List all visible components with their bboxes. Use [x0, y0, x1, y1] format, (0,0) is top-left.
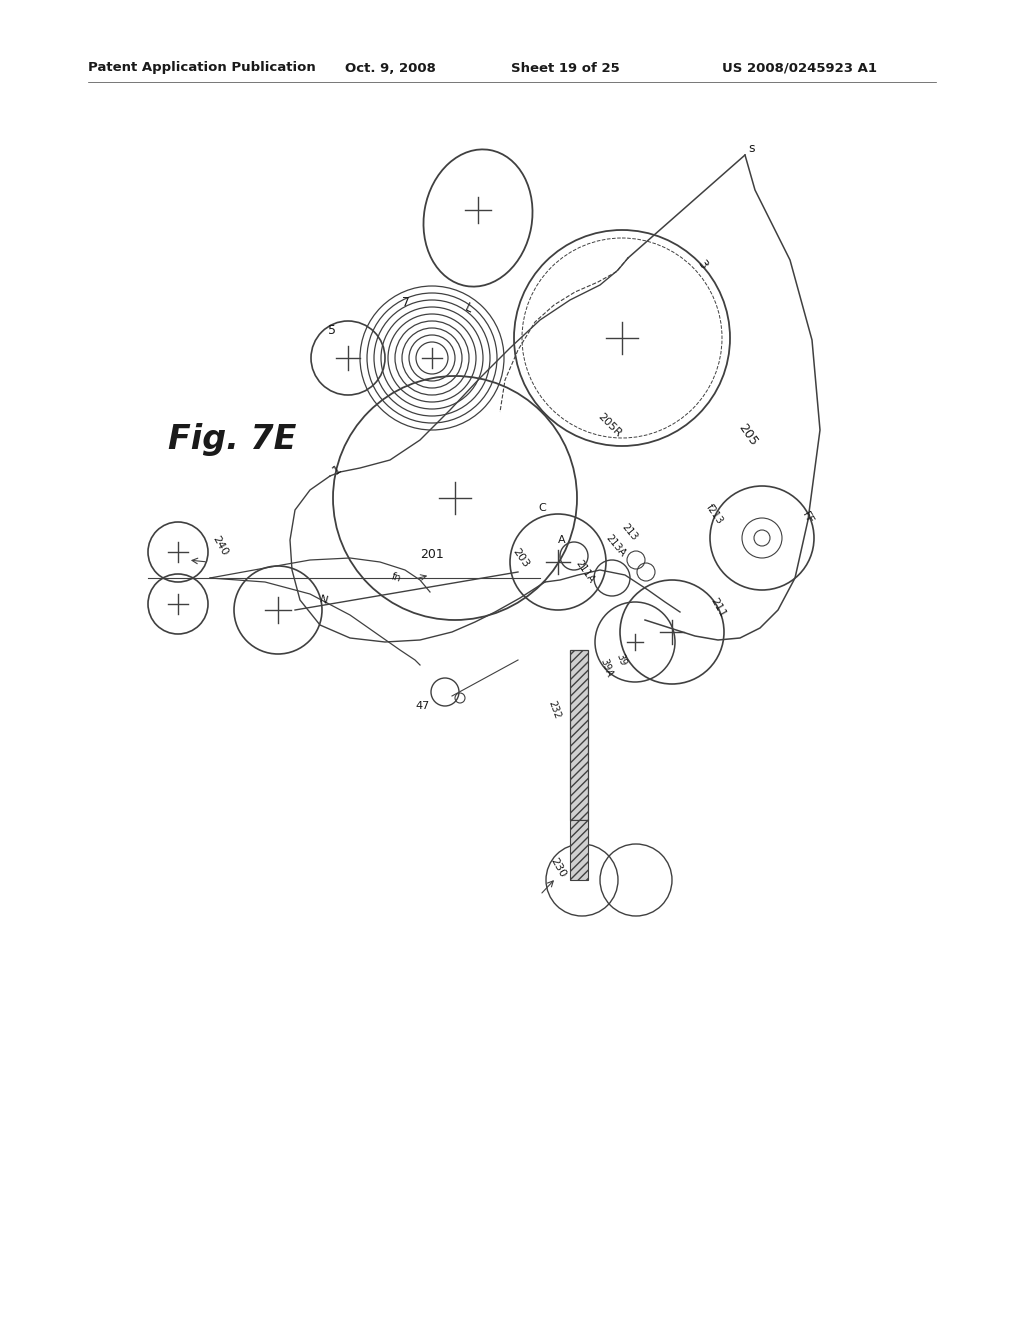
- FancyBboxPatch shape: [570, 820, 588, 880]
- Text: 1: 1: [330, 462, 344, 478]
- Text: 39: 39: [614, 652, 628, 668]
- Text: 201: 201: [420, 549, 443, 561]
- Text: 213A: 213A: [604, 533, 628, 558]
- Text: US 2008/0245923 A1: US 2008/0245923 A1: [723, 62, 878, 74]
- Text: Sheet 19 of 25: Sheet 19 of 25: [511, 62, 620, 74]
- Text: fn: fn: [390, 572, 402, 585]
- Text: Patent Application Publication: Patent Application Publication: [88, 62, 315, 74]
- Text: 205: 205: [736, 421, 761, 449]
- Text: FF: FF: [800, 510, 815, 527]
- Text: 205R: 205R: [596, 412, 624, 438]
- Text: C: C: [538, 503, 546, 513]
- Text: 5: 5: [328, 323, 336, 337]
- Text: 230: 230: [548, 857, 567, 879]
- Text: f213: f213: [705, 502, 725, 525]
- Text: 211: 211: [708, 597, 727, 619]
- Text: N: N: [318, 594, 329, 606]
- Text: 213: 213: [620, 521, 640, 543]
- Text: L: L: [462, 301, 474, 315]
- FancyBboxPatch shape: [570, 649, 588, 820]
- Text: s: s: [748, 141, 755, 154]
- Text: 232: 232: [546, 700, 562, 721]
- Text: Oct. 9, 2008: Oct. 9, 2008: [344, 62, 435, 74]
- Text: 39A: 39A: [598, 657, 613, 678]
- Text: 203: 203: [510, 546, 530, 569]
- Text: 211A: 211A: [574, 558, 597, 585]
- Text: Fig. 7E: Fig. 7E: [168, 424, 296, 457]
- Text: 7: 7: [402, 296, 410, 309]
- Text: 47: 47: [415, 701, 429, 711]
- Text: 240: 240: [210, 535, 229, 558]
- Text: A: A: [558, 535, 565, 545]
- Text: 3: 3: [695, 257, 711, 271]
